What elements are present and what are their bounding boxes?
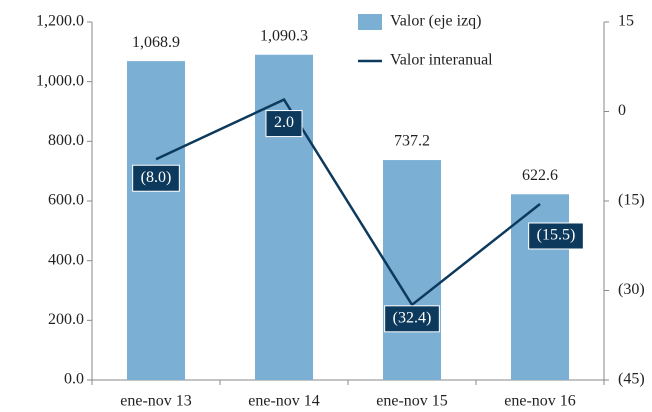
line (155, 97, 541, 307)
legend-label: Valor interanual (390, 52, 493, 69)
y2-tick-label: (30) (618, 281, 645, 298)
bar-value-label: 737.2 (394, 133, 430, 150)
y-tick-label: 800.0 (48, 132, 84, 149)
line-value-text: (8.0) (141, 169, 172, 186)
line-value-text: 2.0 (274, 114, 294, 131)
legend-swatch (358, 14, 382, 30)
line-value-label: (32.4) (384, 305, 440, 333)
line-value-label: 2.0 (265, 110, 303, 138)
x-tick-label: ene-nov 14 (248, 393, 320, 410)
bar (383, 160, 441, 380)
y-tick-label: 0.0 (64, 371, 84, 388)
y-tick-label: 400.0 (48, 251, 84, 268)
line-value-label: (15.5) (528, 222, 584, 250)
line-value-text: (32.4) (393, 309, 432, 326)
legend-label: Valor (eje izq) (390, 13, 482, 30)
bar (511, 194, 569, 380)
line-value-label: (8.0) (132, 164, 180, 192)
bar (127, 61, 185, 380)
label-box (384, 305, 440, 333)
y-tick-label: 1,000.0 (36, 72, 84, 89)
bar (255, 54, 313, 380)
y2-tick-label: (45) (618, 371, 645, 388)
y2-tick-label: 0 (618, 102, 626, 119)
x-tick-label: ene-nov 13 (120, 393, 192, 410)
bar-value-label: 1,068.9 (132, 34, 180, 51)
y-tick-label: 600.0 (48, 192, 84, 209)
bar-value-label: 622.6 (522, 167, 558, 184)
label-box (528, 222, 584, 250)
y-tick-label: 200.0 (48, 311, 84, 328)
label-box (132, 164, 180, 192)
y-tick-label: 1,200.0 (36, 13, 84, 30)
y2-tick-label: 15 (618, 13, 634, 30)
y2-tick-label: (15) (618, 192, 645, 209)
x-tick-label: ene-nov 16 (504, 393, 576, 410)
bar-value-label: 1,090.3 (260, 27, 308, 44)
label-box (265, 110, 303, 138)
line-value-text: (15.5) (537, 227, 576, 244)
x-tick-label: ene-nov 15 (376, 393, 448, 410)
